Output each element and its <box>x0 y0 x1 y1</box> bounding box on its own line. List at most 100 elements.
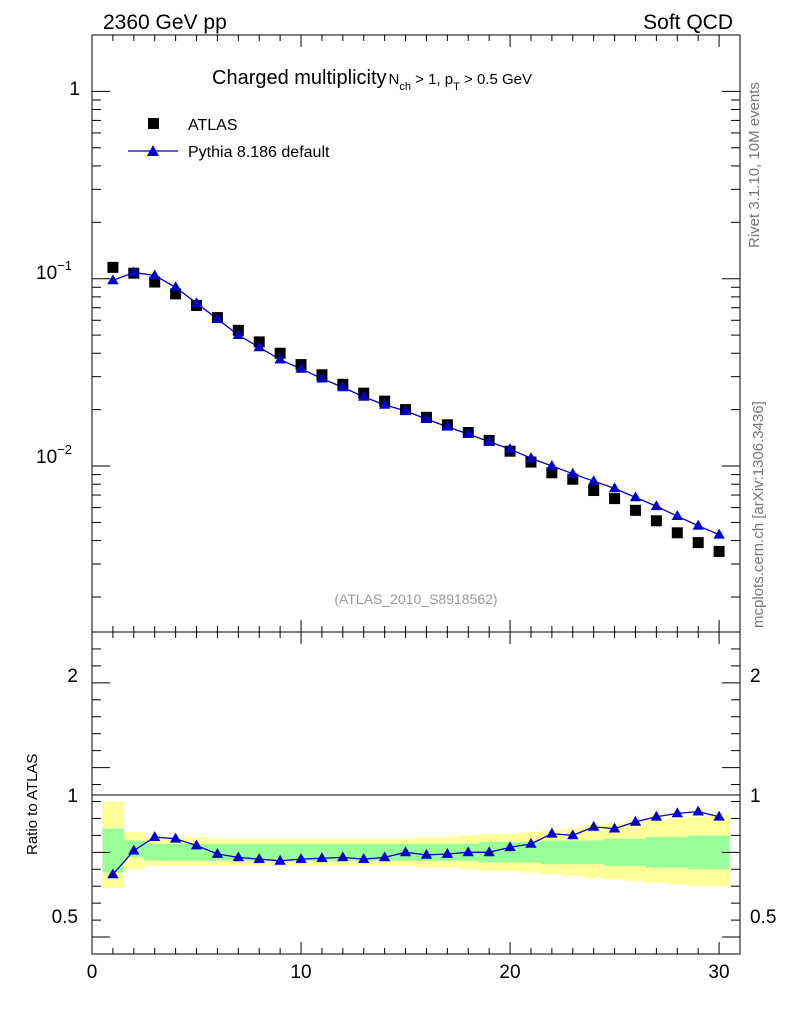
ratio-plot-frame <box>91 631 741 955</box>
band-inner-segment <box>290 843 312 861</box>
legend: ATLAS Pythia 8.186 default <box>128 117 330 161</box>
ratio-pythia-point <box>337 851 349 862</box>
ratio-tick-left-2: 2 <box>67 666 78 687</box>
ratio-pythia-line <box>112 810 720 875</box>
band-inner-segment <box>541 840 563 865</box>
ratio-pythia-point <box>420 848 433 859</box>
band-inner-segment <box>687 835 709 870</box>
ratio-pythia-point <box>149 831 161 841</box>
x-tick-label-30: 30 <box>708 962 729 983</box>
ratio-pythia-point <box>567 829 579 840</box>
pythia-point <box>504 443 516 454</box>
x-tick-label-0: 0 <box>87 962 98 983</box>
pythia-point <box>567 467 579 478</box>
y-tick-label-1: 1 <box>69 79 80 100</box>
band-inner-segment <box>666 837 689 868</box>
pythia-line <box>112 271 720 536</box>
pythia-point <box>399 404 412 415</box>
atlas-data-point <box>629 504 641 516</box>
band-inner-segment <box>499 842 521 863</box>
ratio-pythia-point <box>650 810 663 821</box>
y-tick-label-0p1-mantissa: 10 <box>36 263 57 284</box>
ratio-pythia-point <box>504 841 516 852</box>
ratio-tick-right-0p5: 0.5 <box>750 907 776 928</box>
pythia-point <box>462 428 474 439</box>
ratio-tick-right-2: 2 <box>750 666 761 687</box>
main-panel: 1 10−1 10−2 Charged multiplicity Nch > 1,… <box>36 34 741 633</box>
atlas-data-point <box>107 261 119 273</box>
y-tick-label-0p01: 10−2 <box>36 442 72 468</box>
ratio-pythia-point <box>211 848 224 858</box>
pythia-point <box>190 297 203 308</box>
band-inner-segment <box>583 840 605 865</box>
ratio-uncertainty-bands <box>102 801 730 888</box>
ratio-pythia-point <box>441 848 454 858</box>
title-n-label: N <box>389 71 400 88</box>
pythia-point <box>211 312 224 323</box>
pythia-point <box>358 390 370 401</box>
band-inner-segment <box>144 843 166 861</box>
header-category-label: Soft QCD <box>643 11 733 34</box>
ratio-pythia-point <box>608 822 621 833</box>
legend-marker-pythia <box>147 145 159 156</box>
atlas-data-point <box>671 527 683 539</box>
ratio-axis-ticks <box>91 631 741 954</box>
ratio-pythia-point <box>378 851 391 862</box>
ratio-pythia-point <box>128 844 140 855</box>
pythia-point <box>107 274 119 285</box>
atlas-data-point <box>170 288 182 300</box>
pythia-point <box>253 341 265 352</box>
band-inner-segment <box>269 843 291 861</box>
band-inner-segment <box>708 835 730 870</box>
band-inner-segment <box>645 837 668 868</box>
title-n-sub: ch <box>399 81 411 93</box>
ratio-pythia-point <box>253 853 265 863</box>
x-tick-labels: 0 10 20 30 <box>87 962 730 983</box>
atlas-data-point <box>588 485 600 497</box>
ratio-pythia-point <box>546 827 558 838</box>
ratio-pythia-point <box>190 839 203 850</box>
pythia-point <box>546 460 558 470</box>
main-series-layer <box>107 261 725 557</box>
x-tick-label-10: 10 <box>290 962 311 983</box>
atlas-data-point <box>692 537 704 549</box>
pythia-point <box>629 491 642 502</box>
ratio-pythia-point <box>483 846 495 857</box>
ratio-panel: Ratio to ATLAS 2 1 0.5 2 1 0.5 0 10 20 3… <box>24 631 776 983</box>
chart-title-main: Charged multiplicity <box>212 67 387 89</box>
legend-label-atlas: ATLAS <box>188 117 238 134</box>
pythia-point <box>587 475 600 486</box>
main-y-tick-labels: 1 10−1 10−2 <box>36 79 80 468</box>
pythia-point <box>128 266 140 277</box>
ratio-series-layer <box>107 805 725 879</box>
ratio-pythia-point <box>169 832 182 843</box>
y-tick-label-0p01-mantissa: 10 <box>36 447 57 468</box>
title-p-sub: T <box>453 81 460 93</box>
analysis-tag: (ATLAS_2010_S8918562) <box>334 591 497 607</box>
pythia-point <box>650 500 663 511</box>
band-inner-segment <box>604 838 626 866</box>
pythia-point <box>169 281 182 292</box>
pythia-point <box>149 269 161 280</box>
pythia-point <box>525 452 537 463</box>
header-energy-label: 2360 GeV pp <box>103 11 227 34</box>
pythia-point <box>316 372 328 383</box>
rivet-version-label: Rivet 3.1.10, 10M events <box>746 82 763 248</box>
atlas-data-point <box>546 467 558 479</box>
pythia-point <box>671 510 683 521</box>
band-inner-segment <box>311 843 333 861</box>
ratio-tick-left-0p5: 0.5 <box>52 907 78 928</box>
atlas-data-point <box>713 545 725 557</box>
band-inner-segment <box>562 840 584 865</box>
ratio-pythia-point <box>107 868 119 879</box>
ratio-pythia-point <box>671 807 683 818</box>
atlas-data-point <box>149 276 161 288</box>
pythia-point <box>608 482 621 493</box>
pythia-point <box>274 353 286 364</box>
atlas-data-point <box>650 515 662 527</box>
ratio-y-label: Ratio to ATLAS <box>24 754 41 855</box>
atlas-data-point <box>567 473 579 485</box>
chart-title: Charged multiplicity Nch > 1, pT > 0.5 Ge… <box>212 67 532 93</box>
ratio-pythia-point <box>713 810 725 821</box>
ratio-pythia-point <box>295 853 307 863</box>
